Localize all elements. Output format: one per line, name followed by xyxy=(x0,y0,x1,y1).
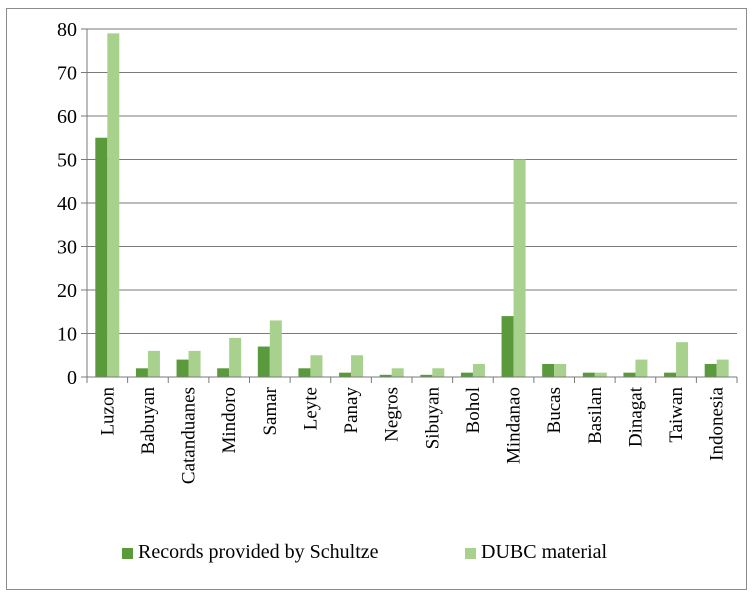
x-tick-label: Basilan xyxy=(585,387,606,444)
x-tick-label: Catanduanes xyxy=(179,387,200,484)
y-tick-label: 10 xyxy=(57,324,77,346)
bar-dubc-bucas xyxy=(554,363,567,377)
y-tick-label: 20 xyxy=(57,280,77,302)
x-tick-label: Dinagat xyxy=(625,386,646,447)
x-tick-label: Samar xyxy=(260,386,281,435)
y-tick-label: 0 xyxy=(67,367,77,389)
bar-dubc-dinagat xyxy=(635,359,648,377)
y-tick-label: 30 xyxy=(57,237,77,259)
bar-dubc-sibuyan xyxy=(432,368,445,377)
bar-schultze-leyte xyxy=(298,368,311,377)
legend-swatch-dubc xyxy=(465,548,476,559)
bar-schultze-samar xyxy=(257,346,270,377)
bar-dubc-leyte xyxy=(310,355,323,377)
bar-dubc-bohol xyxy=(472,363,485,377)
x-tick-label: Bucas xyxy=(544,387,565,433)
bar-schultze-bohol xyxy=(460,372,473,377)
bars xyxy=(95,33,729,377)
bar-dubc-basilan xyxy=(594,372,607,377)
bar-schultze-catanduanes xyxy=(176,359,189,377)
bar-dubc-mindoro xyxy=(229,337,242,377)
bar-dubc-catanduanes xyxy=(188,350,201,377)
x-tick-label: Mindanao xyxy=(504,387,525,464)
bar-dubc-panay xyxy=(351,355,364,377)
x-tick-label: Luzon xyxy=(97,387,118,436)
legend-swatch-schultze xyxy=(122,548,133,559)
x-tick-label: Sibuyan xyxy=(422,387,443,450)
bar-schultze-basilan xyxy=(582,372,595,377)
legend-label-dubc: DUBC material xyxy=(481,541,608,563)
bar-schultze-bucas xyxy=(542,363,555,377)
x-tick-label: Bohol xyxy=(463,387,484,433)
gridlines xyxy=(87,28,737,334)
y-axis-ticks: 0 10 20 30 40 50 60 70 80 xyxy=(57,19,87,389)
x-tick-label: Leyte xyxy=(300,387,321,430)
bar-schultze-sibuyan xyxy=(420,374,433,377)
bar-schultze-babuyan xyxy=(135,368,148,377)
bar-dubc-negros xyxy=(391,368,404,377)
bar-dubc-indonesia xyxy=(716,359,729,377)
bar-schultze-negros xyxy=(379,374,392,377)
bar-dubc-mindanao xyxy=(513,159,526,377)
legend: Records provided by Schultze DUBC materia… xyxy=(122,541,608,563)
x-tick-label: Taiwan xyxy=(666,387,687,443)
y-tick-label: 70 xyxy=(57,63,77,85)
legend-label-schultze: Records provided by Schultze xyxy=(138,541,379,563)
x-axis-ticks: Luzon Babuyan Catanduanes Mindoro Samar Leyte… xyxy=(86,377,738,484)
bar-schultze-panay xyxy=(339,372,352,377)
y-tick-label: 60 xyxy=(57,106,77,128)
bar-schultze-mindanao xyxy=(501,316,514,377)
y-tick-label: 80 xyxy=(57,19,77,41)
x-tick-label: Negros xyxy=(382,387,403,442)
x-tick-label: Indonesia xyxy=(707,386,728,460)
x-tick-label: Mindoro xyxy=(219,387,240,454)
bar-dubc-samar xyxy=(269,320,282,377)
x-tick-label: Panay xyxy=(341,387,362,434)
bar-schultze-indonesia xyxy=(704,363,717,377)
bar-schultze-taiwan xyxy=(664,372,677,377)
bar-dubc-taiwan xyxy=(676,342,689,377)
bar-dubc-babuyan xyxy=(147,350,160,377)
bar-schultze-mindoro xyxy=(217,368,230,377)
y-tick-label: 50 xyxy=(57,150,77,172)
bar-schultze-luzon xyxy=(95,137,108,377)
chart-frame xyxy=(6,8,747,590)
x-tick-label: Babuyan xyxy=(138,387,159,455)
y-tick-label: 40 xyxy=(57,193,77,215)
bar-schultze-dinagat xyxy=(623,372,636,377)
bar-dubc-luzon xyxy=(107,33,120,377)
